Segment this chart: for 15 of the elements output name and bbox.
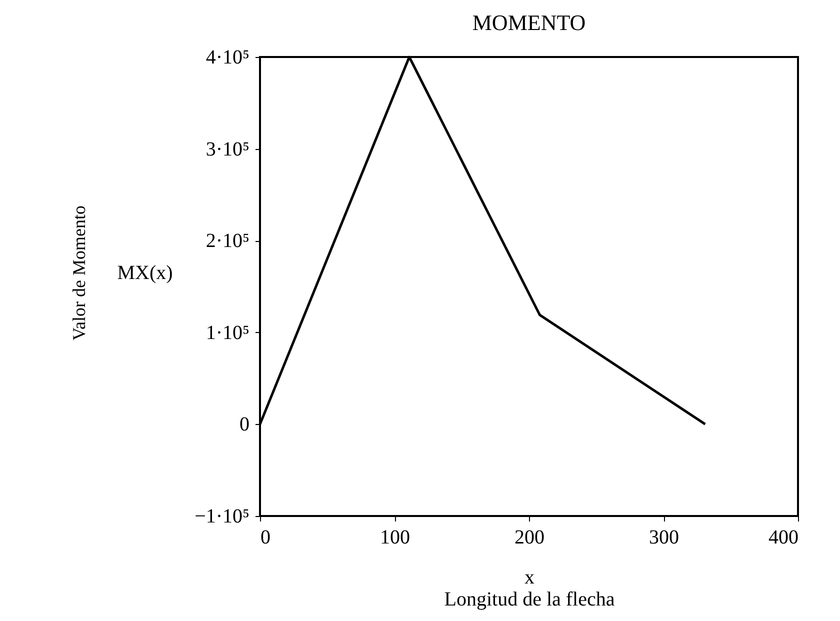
x-tick-label: 300 [649,526,679,548]
x-tick-label: 400 [768,526,798,548]
x-tick-label: 0 [260,526,270,548]
y-tick-label: 1·10⁵ [206,322,250,344]
y-tick-label: 0 [240,414,250,436]
x-tick-label: 100 [380,526,410,548]
chart-title: MOMENTO [472,10,586,35]
text: Valor de Momento [69,206,89,340]
y-tick-label: 3·10⁵ [206,138,250,160]
x-axis-title: x Longitud de la flecha [444,566,615,610]
y-tick-label: −1·10⁵ [194,506,250,528]
text: MX(x) [117,262,173,284]
x-tick-label: 200 [514,526,544,548]
y-tick-label: 2·10⁵ [206,230,250,252]
y-tick-label: 4·10⁵ [206,46,250,68]
